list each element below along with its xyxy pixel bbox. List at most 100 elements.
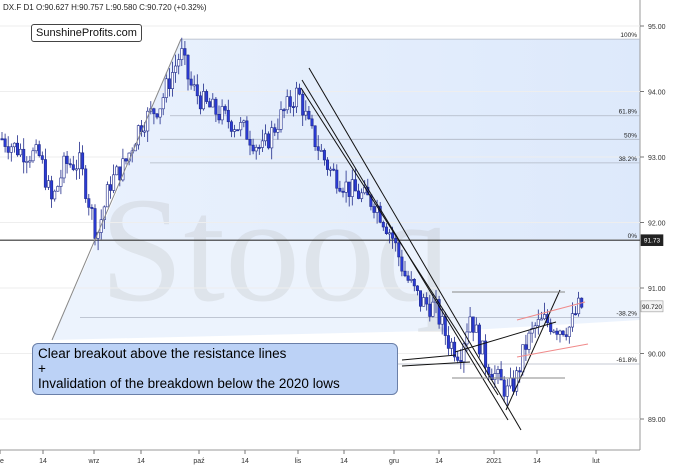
candle-body xyxy=(186,54,190,80)
fib-label: 100% xyxy=(620,32,637,39)
candle-body xyxy=(350,179,354,197)
candle-body xyxy=(381,221,385,228)
candle-body xyxy=(254,146,258,152)
y-tick-label: 89.00 xyxy=(648,417,666,424)
candle-body xyxy=(0,138,4,141)
candle-body xyxy=(542,314,546,320)
candle-body xyxy=(220,106,224,121)
channel-bottom-line xyxy=(516,343,589,358)
candle-body xyxy=(177,59,181,67)
timeframe: D1 xyxy=(23,3,34,12)
annotation-line-2: + xyxy=(38,361,46,376)
candle-body xyxy=(437,299,441,325)
x-tick-label: lut xyxy=(592,458,599,465)
candle-body xyxy=(369,194,373,207)
candle-body xyxy=(226,109,230,123)
candle-body xyxy=(406,275,410,281)
x-tick-label: gru xyxy=(389,458,399,465)
candle-body xyxy=(109,184,113,191)
candle-body xyxy=(93,208,97,239)
fib-label: 38.2% xyxy=(619,156,638,163)
x-tick-label: lis xyxy=(295,458,302,465)
candle-body xyxy=(298,87,302,95)
y-tick-label: 92.00 xyxy=(648,221,666,228)
candle-body xyxy=(90,207,94,209)
fib-label: 50% xyxy=(624,132,637,139)
candle-body xyxy=(304,110,308,116)
x-tick-label: paź xyxy=(193,458,205,465)
candle-body xyxy=(59,177,63,187)
candle-body xyxy=(217,113,221,121)
candle-body xyxy=(332,168,336,171)
high-value: H:90.757 xyxy=(71,3,104,12)
fib-label: 61.8% xyxy=(619,109,638,116)
candle-body xyxy=(484,340,488,368)
candle-body xyxy=(78,152,82,170)
x-tick-label: 14 xyxy=(39,458,47,465)
price-tags: 91.73 90.720 xyxy=(640,234,664,313)
candle-body xyxy=(573,313,577,316)
candle-body xyxy=(515,370,519,392)
candle-body xyxy=(431,301,435,317)
candle-body xyxy=(518,370,522,373)
candle-body xyxy=(124,158,128,162)
candle-body xyxy=(552,330,556,333)
candle-body xyxy=(211,98,215,108)
x-tick-label: 2021 xyxy=(486,458,502,465)
candle-body xyxy=(71,164,75,170)
candle-body xyxy=(344,181,348,193)
x-tick-label: 14 xyxy=(137,458,145,465)
candle-body xyxy=(152,108,156,115)
candle-body xyxy=(105,184,109,208)
candle-body xyxy=(505,385,509,397)
candle-body xyxy=(577,297,581,315)
candle-body xyxy=(391,232,395,239)
candle-body xyxy=(270,127,274,149)
candle-body xyxy=(480,340,484,355)
candle-body xyxy=(443,316,447,336)
candle-body xyxy=(294,87,298,108)
fib-zone-lower xyxy=(52,239,640,340)
x-tick-label: 14 xyxy=(241,458,249,465)
candle-body xyxy=(440,316,444,325)
candle-body xyxy=(499,369,503,381)
candle-body xyxy=(474,324,478,333)
candle-body xyxy=(28,160,32,163)
candle-body xyxy=(180,48,184,60)
candle-body xyxy=(245,120,249,140)
x-axis: e 14 wrz 14 paź 14 lis 14 gru 14 2021 14 lut xyxy=(0,450,600,465)
candle-body xyxy=(22,148,26,163)
resistance-line-outer xyxy=(308,67,522,431)
candle-body xyxy=(329,168,333,171)
candle-body xyxy=(267,133,271,149)
candle-body xyxy=(387,232,391,235)
x-tick-label: 14 xyxy=(435,458,443,465)
candle-body xyxy=(496,369,500,374)
candle-body xyxy=(493,373,497,380)
candle-body xyxy=(233,129,237,132)
candle-body xyxy=(384,226,388,234)
candle-body xyxy=(291,106,295,108)
candle-body xyxy=(158,108,162,118)
x-tick-label: e xyxy=(0,458,4,465)
y-tick-label: 91.00 xyxy=(648,286,666,293)
candle-body xyxy=(118,166,122,181)
candle-body xyxy=(338,187,342,192)
candle-body xyxy=(251,144,255,152)
candle-body xyxy=(74,168,78,171)
candle-body xyxy=(285,96,289,111)
candle-body xyxy=(53,190,57,200)
candle-body xyxy=(335,169,339,189)
candle-body xyxy=(171,72,175,89)
candle-body xyxy=(549,322,553,332)
candle-body xyxy=(347,181,351,197)
candle-body xyxy=(248,139,252,146)
candle-body xyxy=(155,113,159,118)
candle-body xyxy=(87,198,91,208)
candle-body xyxy=(174,65,178,73)
candle-body xyxy=(239,122,243,131)
candle-body xyxy=(279,109,283,130)
y-tick-label: 95.00 xyxy=(648,24,666,31)
candle-body xyxy=(62,155,66,179)
